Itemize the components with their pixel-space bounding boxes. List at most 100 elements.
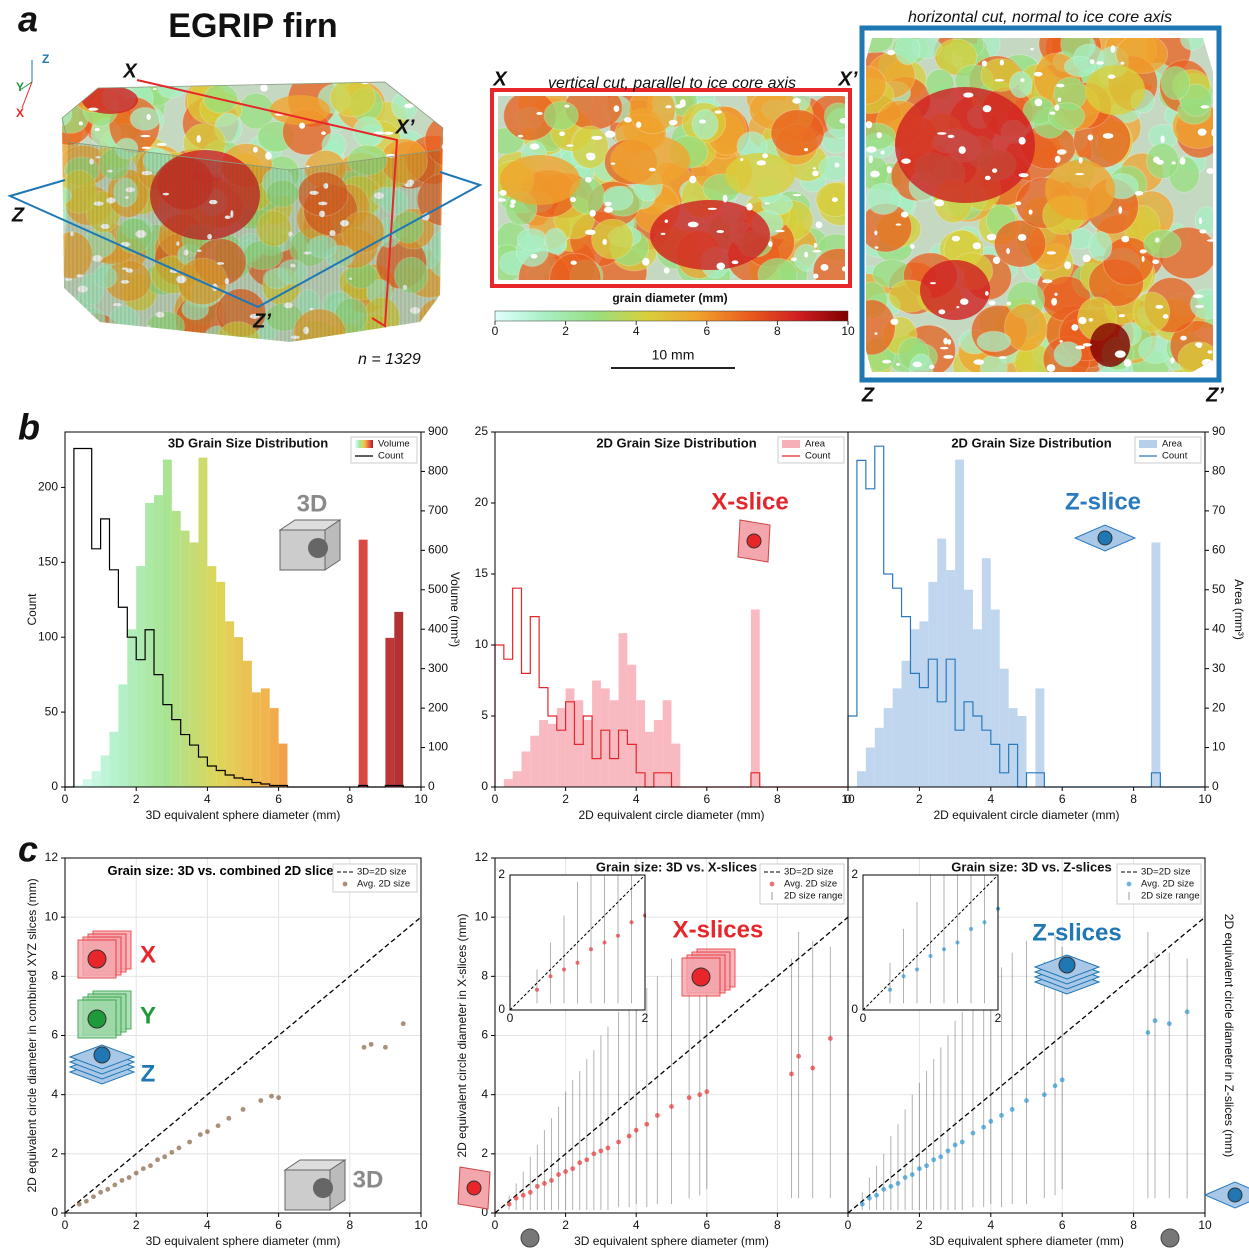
avg-point (520, 1192, 526, 1198)
pore (689, 175, 697, 184)
bar (865, 747, 875, 787)
x-tick-label: 0 (845, 792, 852, 806)
block-side-shade (64, 142, 440, 342)
pore (1201, 359, 1213, 367)
y2-tick-label: 600 (428, 543, 448, 557)
avg-point (584, 1157, 590, 1163)
x-tick-label: 4 (204, 792, 211, 806)
x-tick-label: 0 (845, 1218, 852, 1232)
bar (225, 621, 235, 787)
panel-label: c (18, 829, 38, 870)
pore (812, 170, 819, 177)
y2-tick-label: 50 (1212, 582, 1226, 596)
grain (934, 38, 978, 76)
legend-swatch (769, 881, 775, 887)
grain (894, 38, 921, 66)
icon (1097, 530, 1113, 546)
pore (1120, 61, 1125, 65)
bar (592, 680, 601, 787)
inset-y-tick-label: 2 (498, 867, 505, 881)
pore (1198, 217, 1203, 225)
pore (1118, 206, 1123, 214)
bar (269, 708, 279, 787)
x-tick-label: 0 (492, 1218, 499, 1232)
bar (539, 719, 548, 787)
cut-label: X (492, 68, 508, 90)
grain (129, 106, 161, 131)
x-tick-label: 4 (987, 1218, 994, 1232)
bar (385, 637, 395, 787)
cut-label: X’ (838, 68, 858, 90)
cut-plane-z (7, 171, 483, 309)
pore (992, 168, 998, 173)
bar (609, 700, 619, 787)
annotation: 3D (353, 1166, 384, 1193)
pore (740, 157, 744, 162)
pore (1018, 173, 1029, 178)
bar (109, 731, 119, 787)
pore (896, 362, 901, 366)
pore (1075, 345, 1086, 350)
legend-box (332, 863, 418, 893)
axis-letter: Y (16, 80, 24, 94)
grain (329, 82, 376, 118)
pore (1155, 237, 1160, 243)
avg-point (577, 1160, 583, 1166)
x-tick-label: 8 (774, 792, 781, 806)
bar (503, 779, 513, 787)
x-tick-label: 2 (562, 1218, 569, 1232)
pore (498, 198, 507, 202)
avg-point (959, 1139, 965, 1145)
avg-point (1023, 887, 1027, 891)
pore (804, 148, 809, 152)
legend-label: Area (1162, 439, 1183, 450)
avg-point (895, 1181, 901, 1186)
pore (1123, 358, 1132, 367)
y-axis-label: Count (25, 593, 39, 626)
pore (196, 135, 201, 143)
pore (509, 203, 515, 208)
avg-point (605, 1145, 611, 1151)
pore (559, 131, 565, 137)
pore (1051, 297, 1058, 306)
pore (613, 105, 620, 112)
grain (1053, 341, 1083, 368)
pore (960, 298, 969, 305)
pore (939, 346, 949, 350)
legend-label: Area (805, 439, 826, 450)
pore (260, 84, 268, 92)
avg-point (616, 1139, 621, 1145)
pore (636, 121, 642, 128)
pore (1179, 157, 1186, 165)
pore (566, 144, 574, 147)
x-tick-label: 10 (1198, 1218, 1212, 1232)
x-tick-label: 8 (774, 1218, 781, 1232)
y-tick-label: 20 (475, 495, 489, 509)
legend-label: Count (805, 451, 831, 462)
pore (359, 82, 371, 85)
legend-label: Count (378, 451, 404, 462)
plot-frame (64, 431, 422, 788)
inset-y-tick-label: 0 (498, 1002, 505, 1016)
x-tick-label: 6 (275, 792, 282, 806)
x-axis-label: 3D equivalent sphere diameter (mm) (146, 1234, 341, 1248)
pore (981, 60, 988, 67)
pore (874, 246, 879, 249)
y2-tick-label: 20 (1212, 700, 1226, 714)
grain (571, 125, 609, 169)
y-tick-label: 8 (481, 969, 488, 983)
bar (856, 771, 866, 787)
grain (602, 185, 634, 211)
pore (1096, 61, 1104, 65)
pore (1207, 350, 1213, 354)
bar (901, 660, 911, 787)
avg-point (1172, 772, 1176, 776)
x-tick-label: 6 (275, 1218, 282, 1232)
bar (618, 633, 628, 787)
reference-line (510, 875, 646, 1010)
pore (982, 105, 992, 113)
pore (1078, 316, 1087, 325)
avg-point (148, 1163, 153, 1169)
y-tick-label: 150 (38, 554, 58, 568)
pore (1197, 128, 1207, 136)
